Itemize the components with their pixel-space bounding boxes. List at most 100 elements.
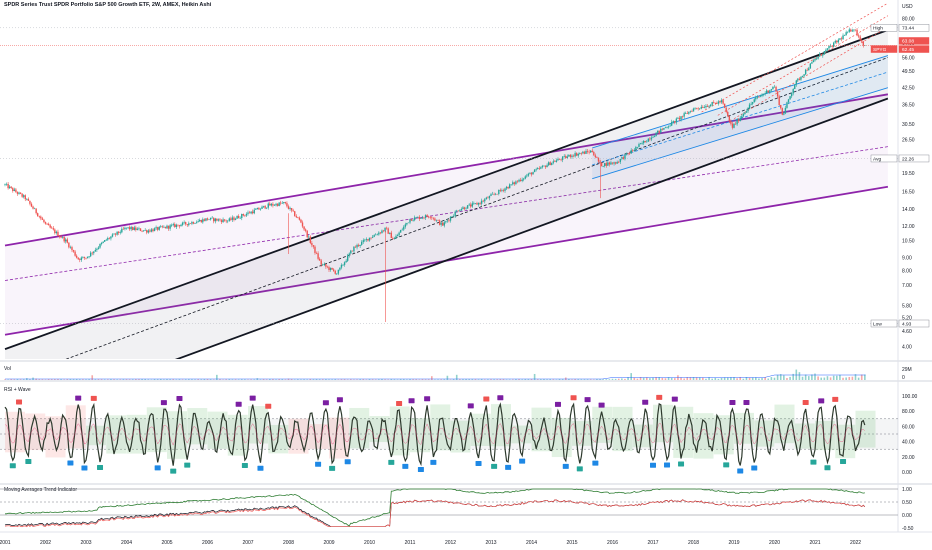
candle-body — [600, 162, 603, 167]
candle-body — [178, 225, 181, 227]
candle-body — [842, 35, 844, 40]
candle-body — [516, 181, 519, 183]
volume-bar — [399, 379, 402, 380]
wave-zone — [430, 404, 451, 451]
candle-body — [325, 264, 327, 267]
candle-body — [666, 127, 668, 128]
volume-bar — [343, 379, 346, 380]
candle-body — [451, 216, 453, 218]
candle-body — [354, 246, 357, 248]
candle-body — [632, 150, 634, 151]
candle-body — [110, 236, 112, 239]
volume-bar — [390, 379, 393, 380]
candle-body — [195, 222, 198, 224]
wave-zone — [410, 418, 430, 453]
price-tick-label: 19.50 — [902, 171, 915, 177]
rsi-axis[interactable]: 100.00 80.00 60.00 40.00 20.00 0.00 — [902, 394, 918, 476]
volume-bar — [742, 378, 745, 380]
volume-bar — [540, 379, 542, 380]
candle-body — [174, 224, 176, 228]
candle-body — [672, 120, 674, 122]
volume-bar — [462, 379, 464, 380]
candle-body — [519, 179, 522, 181]
rsi-trough-marker — [737, 468, 744, 474]
candle-body — [5, 183, 8, 185]
candle-body — [639, 143, 642, 145]
candle-body — [13, 189, 16, 191]
candle-body — [624, 154, 626, 160]
rsi-peak-marker — [424, 396, 431, 402]
volume-bar — [166, 379, 168, 380]
candle-body — [767, 90, 769, 93]
candle-body — [554, 161, 556, 162]
candle-body — [730, 120, 732, 124]
volume-bar — [203, 379, 206, 380]
volume-bar — [125, 379, 128, 380]
time-tick-label: 2011 — [405, 540, 416, 546]
volume-bar — [779, 374, 782, 380]
volume-bar — [561, 379, 564, 380]
volume-bar — [689, 377, 692, 380]
ma-tick-label: -0.50 — [902, 526, 914, 532]
volume-bar — [431, 376, 433, 380]
volume-bar — [530, 379, 533, 380]
price-tick-label: 10.50 — [902, 239, 915, 245]
time-tick-label: 2014 — [526, 540, 537, 546]
candle-body — [619, 158, 621, 163]
volume-bar — [599, 379, 601, 380]
ma-axis[interactable]: 1.00 0.50 0.00 -0.50 — [902, 487, 914, 532]
candle-body — [258, 207, 260, 210]
candle-body — [317, 253, 319, 259]
candle-body — [618, 161, 620, 163]
volume-bar — [312, 379, 315, 380]
volume-bar — [558, 379, 561, 380]
candle-body — [124, 227, 126, 230]
candle-body — [507, 186, 509, 189]
candle-body — [818, 54, 821, 57]
candle-body — [566, 156, 569, 158]
candle-body — [54, 229, 56, 234]
candle-body — [792, 89, 794, 94]
candle-body — [297, 217, 299, 218]
candle-body — [361, 241, 363, 245]
candle-body — [132, 226, 134, 230]
price-axis[interactable]: USD80.0064.0056.0049.5042.5036.5030.5026… — [870, 4, 930, 350]
time-axis[interactable]: 2001 2002 2003 2004 2005 2006 2007 2008 2009 2010… — [0, 540, 861, 546]
volume-bar — [608, 379, 611, 380]
time-tick-label: 2006 — [202, 540, 213, 546]
candle-body — [709, 104, 712, 107]
candle-body — [438, 220, 441, 225]
candle-body — [368, 237, 371, 241]
volume-bar — [730, 377, 732, 380]
wave-zone — [754, 420, 775, 447]
volume-bar — [792, 373, 794, 380]
candle-body — [549, 162, 551, 166]
candle-body — [253, 209, 255, 214]
channel-median-line — [65, 57, 889, 359]
volume-bar — [705, 378, 707, 380]
candle-body — [370, 237, 372, 239]
candle-body — [848, 29, 850, 32]
fan-line — [717, 15, 889, 116]
rsi-trough-marker — [154, 465, 161, 471]
volume-bar — [209, 379, 212, 380]
candle-body — [33, 208, 36, 210]
candle-body — [188, 223, 190, 226]
candle-body — [678, 117, 681, 120]
candle-body — [772, 87, 774, 90]
candle-body — [256, 207, 259, 210]
time-tick-label: 2001 — [0, 540, 11, 546]
volume-bar — [798, 372, 801, 380]
volume-bar — [321, 379, 324, 380]
candle-body — [93, 251, 95, 254]
rsi-trough-marker — [241, 463, 248, 469]
candle-body — [440, 222, 442, 225]
candle-body — [183, 222, 185, 223]
candle-body — [513, 182, 516, 184]
candle-body — [264, 205, 266, 209]
candle-body — [283, 202, 285, 203]
candle-body — [138, 228, 140, 230]
candle-body — [99, 243, 101, 248]
candle-body — [755, 97, 757, 100]
